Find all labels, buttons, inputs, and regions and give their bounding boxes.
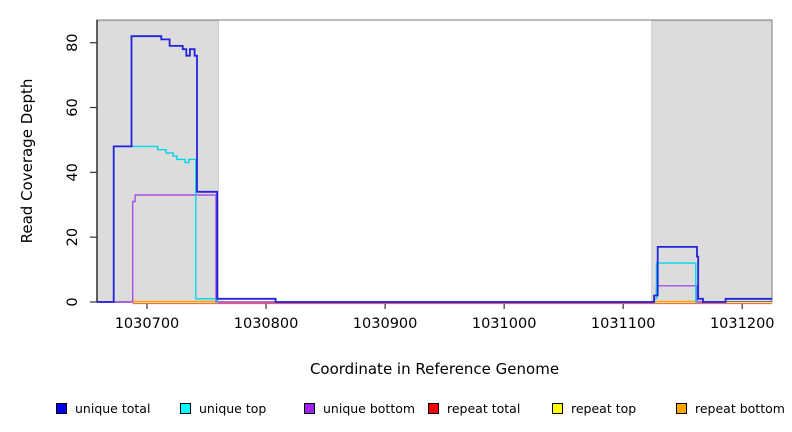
repeat-top-swatch-icon: [552, 403, 563, 414]
legend-label: unique top: [199, 401, 267, 416]
shaded-region: [651, 20, 773, 303]
y-tick-label: 20: [65, 228, 81, 246]
y-tick-label: 60: [65, 98, 81, 116]
x-axis-title: Coordinate in Reference Genome: [309, 360, 560, 378]
repeat-total-swatch-icon: [428, 403, 439, 414]
legend-label: unique total: [75, 401, 151, 416]
y-tick-label: 80: [65, 33, 81, 51]
y-tick-label: 0: [65, 297, 81, 306]
legend-label: repeat top: [571, 401, 637, 416]
series-unique-total: [97, 35, 772, 303]
legend-label: unique bottom: [323, 401, 416, 416]
series-unique-top: [113, 145, 219, 303]
y-tick-label: 40: [65, 163, 81, 181]
legend: unique total unique top unique bottom re…: [0, 401, 792, 419]
x-tick-label: 1030800: [234, 316, 299, 332]
legend-item-repeat-bottom: repeat bottom: [676, 401, 785, 416]
x-tick-label: 1031200: [710, 316, 775, 332]
unique-bottom-swatch-icon: [304, 403, 315, 414]
unique-top-swatch-icon: [180, 403, 191, 414]
legend-label: repeat bottom: [695, 401, 785, 416]
x-tick-label: 1030900: [353, 316, 418, 332]
legend-item-unique-total: unique total: [56, 401, 150, 416]
legend-item-repeat-top: repeat top: [552, 401, 636, 416]
shaded-region: [96, 20, 219, 303]
x-tick-label: 1031100: [591, 316, 656, 332]
unique-total-swatch-icon: [56, 403, 67, 414]
series-unique-top: [654, 262, 697, 303]
legend-item-unique-bottom: unique bottom: [304, 401, 415, 416]
x-tick-label: 1030700: [115, 316, 180, 332]
legend-item-repeat-total: repeat total: [428, 401, 520, 416]
legend-item-unique-top: unique top: [180, 401, 266, 416]
repeat-bottom-swatch-icon: [676, 403, 687, 414]
x-tick-label: 1031000: [472, 316, 537, 332]
legend-label: repeat total: [447, 401, 521, 416]
y-axis-title: Read Coverage Depth: [18, 78, 36, 244]
